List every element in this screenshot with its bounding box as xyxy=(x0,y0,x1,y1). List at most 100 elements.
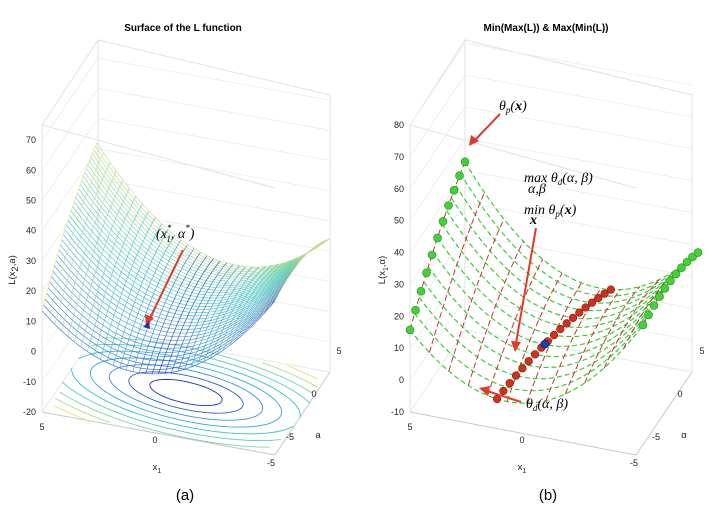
panel-b-theta-d-marker xyxy=(587,298,597,307)
panel-b-gridline xyxy=(409,138,693,221)
panel-b-theta-p-marker xyxy=(455,171,464,180)
panel-b-theta-d-marker xyxy=(499,386,508,396)
panel-b-y-tick: -5 xyxy=(652,432,660,442)
panel-b-theta-p-marker xyxy=(677,263,686,273)
panel-b-mesh-line-alpha xyxy=(459,173,694,297)
panel-a-mesh-line xyxy=(151,255,208,375)
svg-text:θd(α, β): θd(α, β) xyxy=(526,397,568,413)
panel-b-theta-d-marker xyxy=(594,294,603,303)
panel-a-mesh-line xyxy=(74,188,130,342)
panel-b-gridline xyxy=(409,170,693,253)
panel-a-mesh-line xyxy=(242,257,298,335)
svg-text:L(x1,α): L(x1,α) xyxy=(377,256,390,284)
panel-a-mesh-line xyxy=(80,196,137,347)
panel-b-theta-p-marker xyxy=(666,276,675,286)
panel-a-mesh-line xyxy=(216,265,273,355)
panel-b-gridline xyxy=(409,42,693,126)
panel-b-theta-p-marker xyxy=(427,250,437,260)
panel-b-z-label: L(x1,α) xyxy=(377,256,390,284)
panel-b-z-tick: 30 xyxy=(394,279,404,289)
svg-text:θp(x): θp(x) xyxy=(499,99,527,115)
panel-a-mesh-line xyxy=(99,217,156,360)
panel-b-mesh-line-x xyxy=(467,241,524,386)
panel-a-mesh-line xyxy=(158,258,214,374)
panel-b-theta-p-marker xyxy=(655,292,664,301)
panel-b-gridline xyxy=(409,106,693,190)
panel-b-z-tick: 80 xyxy=(394,120,404,130)
panel-a-mesh-line xyxy=(196,266,253,365)
panel-b-saddle-marker xyxy=(540,339,550,349)
svg-text:(x*1, α*): (x* 1, α*) xyxy=(156,223,195,244)
panel-b-theta-d-marker xyxy=(493,394,502,404)
panel-b-caption: (b) xyxy=(539,487,557,504)
panel-a-mesh-line xyxy=(119,234,175,369)
panel-b-z-tick: 60 xyxy=(394,184,404,194)
panel-b-axes-box xyxy=(409,38,693,456)
panel-a-mesh-line xyxy=(177,264,234,372)
panel-b-z-tick: 20 xyxy=(394,311,404,321)
panel-b-mesh-line-x xyxy=(603,279,660,369)
panel-a-gridline xyxy=(41,299,331,383)
panel-a-mesh-line xyxy=(54,162,111,325)
panel-a-contour-line xyxy=(54,365,318,420)
panel-a-contours xyxy=(54,337,318,448)
panel-a-y-tick: 5 xyxy=(336,346,341,356)
panel-a-mesh-line xyxy=(203,266,260,362)
panel-b-theta-p-marker xyxy=(416,286,426,296)
panel-a-z-tick: 0 xyxy=(31,347,36,357)
panel-a-mesh-line xyxy=(274,238,331,302)
panel-a-x-tick: -5 xyxy=(267,458,275,468)
panel-a-gridline xyxy=(41,148,331,231)
panel-a-gridline xyxy=(41,269,331,352)
panel-b-theta-p-marker xyxy=(644,310,653,320)
panel-b-mesh-line-alpha xyxy=(414,313,649,392)
panel-a-mesh-line xyxy=(190,266,247,368)
panel-b-theta-p-marker xyxy=(682,257,692,267)
panel-b-annotation-max-theta-d: max θd(α, β) α,β xyxy=(524,171,593,197)
panel-a-contour-line xyxy=(108,364,264,421)
panel-a-mesh-line xyxy=(184,265,240,370)
panel-b-theta-d-marker xyxy=(600,289,609,298)
panel-a-mesh-line xyxy=(222,264,279,351)
panel-b-z-tick: 40 xyxy=(394,248,404,258)
panel-a-z-tick: 40 xyxy=(26,226,36,236)
panel-b-mesh-line-x xyxy=(448,218,505,372)
panel-b-x-tick: -5 xyxy=(630,458,638,468)
panel-a-title: Surface of the L function xyxy=(124,23,242,34)
panel-a-caption: (a) xyxy=(176,487,194,504)
panel-b-annotation-theta-d: θd(α, β) xyxy=(479,386,568,413)
panel-b-title: Min(Max(L)) & Max(Min(L)) xyxy=(484,23,609,34)
panel-a-z-tick: 70 xyxy=(26,135,36,145)
panel-b-theta-d-marker xyxy=(524,357,533,366)
panel-b-theta-d-marker xyxy=(511,371,521,380)
panel-b-mesh-line-x xyxy=(487,259,544,396)
panel-b-theta-p-marker xyxy=(405,325,415,335)
panel-b-z-tick: 0 xyxy=(399,375,404,385)
panel-b-theta-p-marker xyxy=(660,284,670,293)
panel-a-y-label: a xyxy=(315,430,321,441)
panel-b-theta-p-marker xyxy=(638,320,648,330)
panel-a-mesh-line xyxy=(67,180,124,337)
panel-b-theta-d-marker xyxy=(562,319,571,328)
panel-b-theta-p-marker xyxy=(444,201,453,210)
panel-b-theta-p-marker xyxy=(449,186,459,195)
panel-a-gridline xyxy=(41,118,331,201)
panel-a-contour-line xyxy=(59,337,313,448)
panel-a-contour-line xyxy=(89,357,283,428)
panel-a-mesh-line xyxy=(41,142,98,311)
panel-b-mesh-line-alpha xyxy=(441,223,676,328)
panel-b-gridline xyxy=(409,297,693,381)
panel-a-mesh-line xyxy=(229,262,285,346)
panel-a-mesh-line xyxy=(78,188,312,291)
panel-b-surface-mesh xyxy=(409,161,699,404)
panel-b-z-tick: 50 xyxy=(394,216,404,226)
panel-a-mesh-line xyxy=(164,260,221,374)
panel-b-theta-d-marker xyxy=(549,331,559,340)
panel-a-mesh-line xyxy=(171,262,227,373)
panel-a-mesh-line xyxy=(209,266,266,359)
panel-a-z-tick: 20 xyxy=(26,286,36,296)
panel-a-contour-line xyxy=(128,371,244,414)
panel-b-x-tick: 0 xyxy=(519,435,524,445)
panel-b-theta-p-marker xyxy=(422,268,431,278)
